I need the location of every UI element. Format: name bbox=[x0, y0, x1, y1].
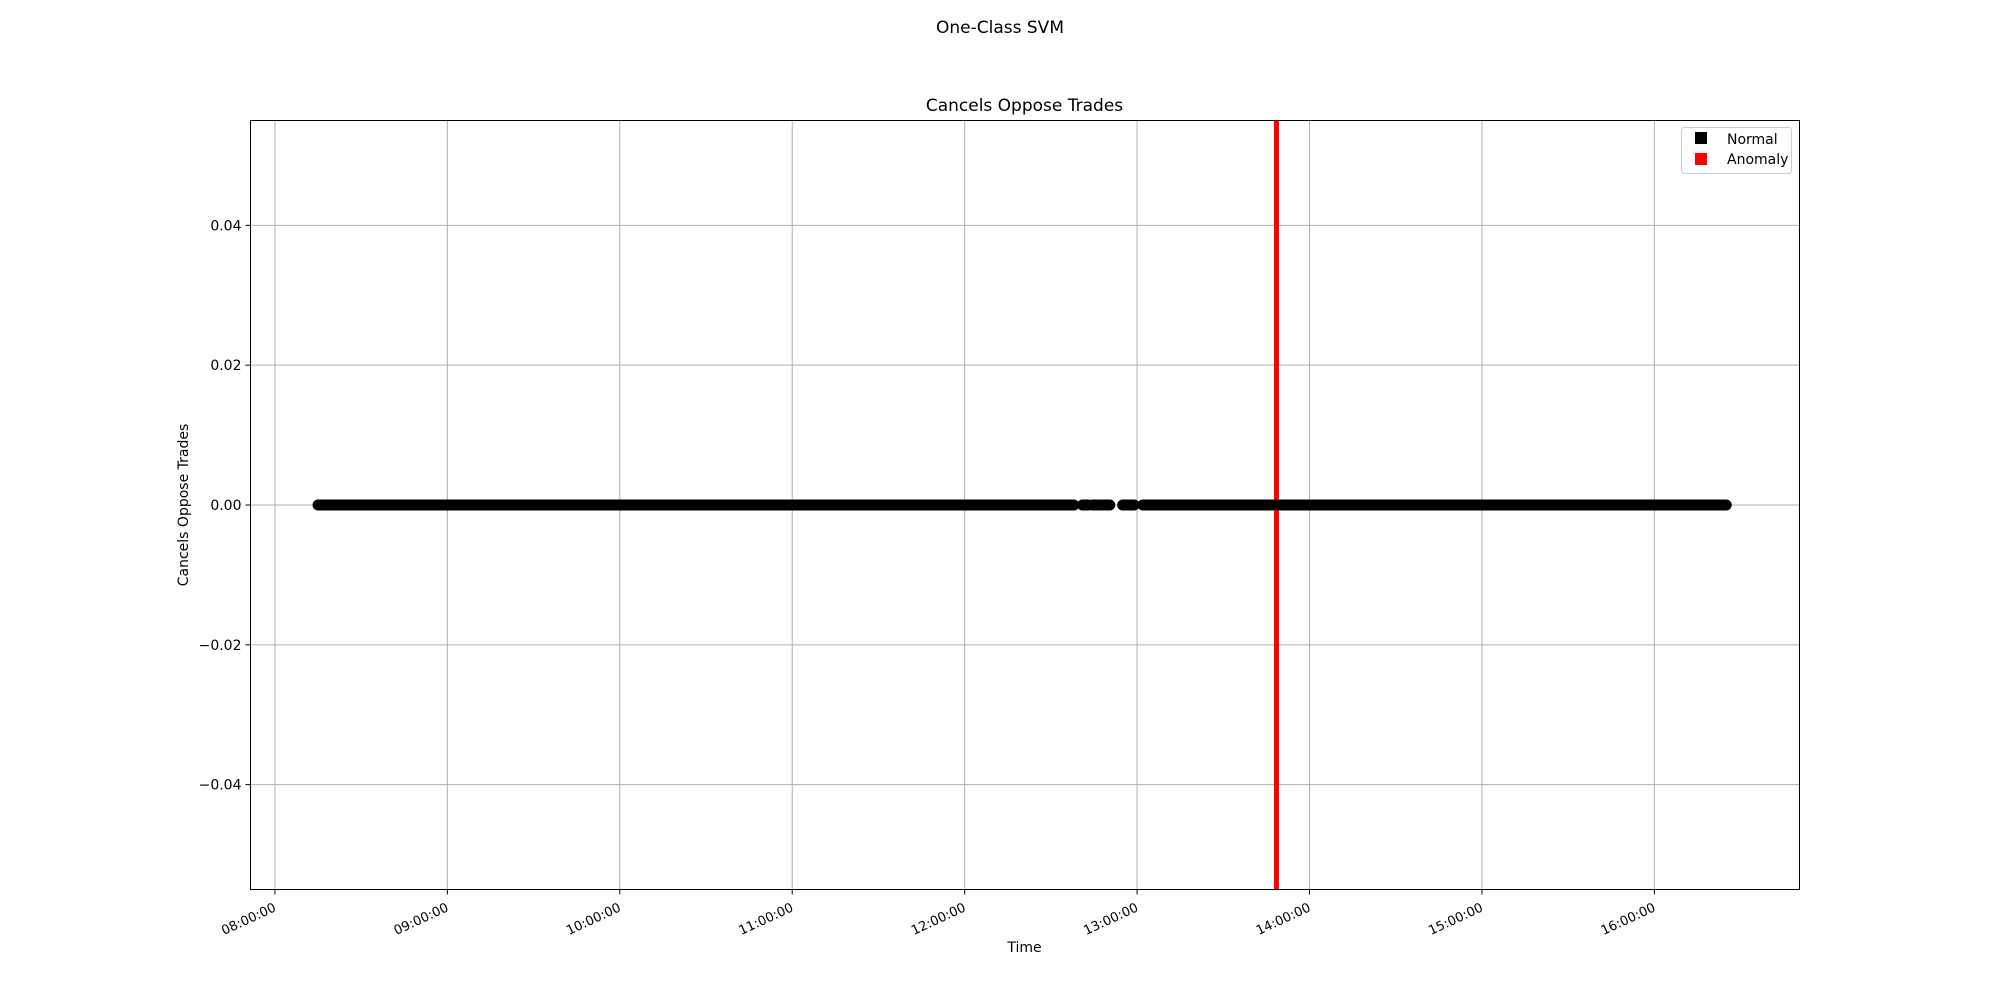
y-axis-label: Cancels Oppose Trades bbox=[176, 424, 192, 587]
legend-marker-normal bbox=[1695, 132, 1707, 144]
x-tick-label: 11:00:00 bbox=[737, 901, 796, 939]
x-tick-label: 09:00:00 bbox=[392, 901, 451, 939]
y-tick-label: 0.02 bbox=[210, 358, 241, 374]
legend-label-normal: Normal bbox=[1727, 132, 1778, 148]
x-tick-label: 08:00:00 bbox=[219, 901, 278, 939]
anomaly-series bbox=[1270, 120, 1282, 890]
x-tick-label: 15:00:00 bbox=[1426, 901, 1485, 939]
x-tick-label: 14:00:00 bbox=[1254, 901, 1313, 939]
figure-suptitle: One-Class SVM bbox=[936, 18, 1064, 38]
x-axis-label: Time bbox=[1006, 940, 1041, 956]
legend: Normal Anomaly bbox=[1681, 127, 1792, 174]
y-tick-label: 0.00 bbox=[210, 498, 241, 514]
x-tick-label: 16:00:00 bbox=[1599, 901, 1658, 939]
x-tick-label: 13:00:00 bbox=[1082, 901, 1141, 939]
legend-box bbox=[1681, 127, 1792, 174]
x-tick-label: 10:00:00 bbox=[564, 901, 623, 939]
x-tick-label: 12:00:00 bbox=[909, 901, 968, 939]
legend-marker-anomaly bbox=[1695, 153, 1707, 165]
legend-label-anomaly: Anomaly bbox=[1727, 152, 1788, 168]
y-tick-label: 0.04 bbox=[210, 218, 241, 234]
y-axis: −0.04 −0.02 0.00 0.02 0.04 bbox=[199, 218, 251, 794]
y-tick-label: −0.04 bbox=[199, 778, 242, 794]
anomaly-point bbox=[1270, 499, 1282, 511]
x-axis: 08:00:00 09:00:00 10:00:00 11:00:00 12:00:00… bbox=[219, 889, 1658, 939]
chart-title: Cancels Oppose Trades bbox=[926, 96, 1123, 116]
y-tick-label: −0.02 bbox=[199, 638, 242, 654]
